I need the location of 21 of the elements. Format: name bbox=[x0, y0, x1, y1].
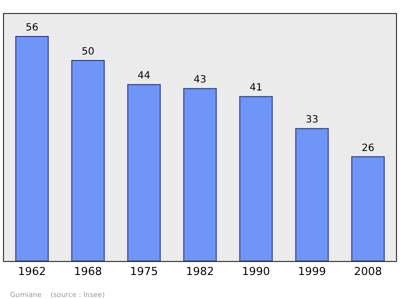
bar bbox=[239, 96, 273, 261]
x-tick-label: 1962 bbox=[18, 265, 46, 278]
x-tick-label: 1968 bbox=[74, 265, 102, 278]
data-label: 56 bbox=[26, 22, 38, 34]
x-tick-label: 1999 bbox=[298, 265, 326, 278]
bar bbox=[183, 88, 217, 261]
x-tick-label: 1982 bbox=[186, 265, 214, 278]
bar bbox=[127, 84, 161, 261]
data-label: 26 bbox=[362, 142, 374, 154]
x-tick-label: 2008 bbox=[354, 265, 382, 278]
x-tick-label: 1975 bbox=[130, 265, 158, 278]
data-label: 41 bbox=[250, 82, 262, 94]
data-label: 50 bbox=[82, 46, 94, 58]
bar bbox=[351, 156, 385, 261]
bar bbox=[295, 128, 329, 261]
x-tick-label: 1990 bbox=[242, 265, 270, 278]
data-label: 44 bbox=[138, 70, 150, 82]
bar bbox=[71, 60, 105, 261]
bar bbox=[15, 36, 49, 261]
data-label: 33 bbox=[306, 114, 318, 126]
data-label: 43 bbox=[194, 74, 206, 86]
